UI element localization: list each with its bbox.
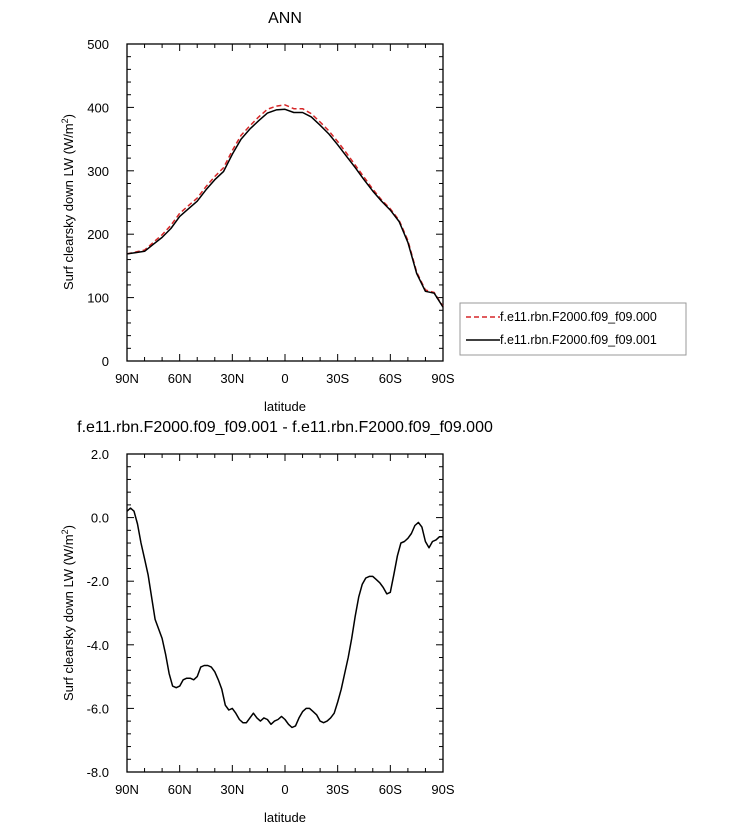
bottom-x-tick-label: 30S	[326, 782, 349, 797]
bottom-x-tick-label: 60S	[379, 782, 402, 797]
top-panel-title: ANN	[268, 10, 302, 27]
bottom-x-tick-label: 90S	[431, 782, 454, 797]
top-y-tick-label: 500	[87, 37, 109, 52]
bottom-plot-frame	[126, 453, 444, 773]
legend-box	[459, 302, 687, 356]
top-x-tick-label: 90S	[431, 371, 454, 386]
bottom-y-tick-label: -2.0	[87, 574, 109, 589]
top-y-tick-label: 0	[102, 354, 109, 369]
legend: f.e11.rbn.F2000.f09_f09.000 f.e11.rbn.F2…	[459, 302, 687, 356]
top-y-tick-label: 200	[87, 227, 109, 242]
top-x-tick-label: 30S	[326, 371, 349, 386]
top-y-tick-label: 300	[87, 164, 109, 179]
top-series-line-0	[126, 104, 444, 307]
top-panel: ANN 90N 60N 30N 0 30S 60S 90S0100200300400500 …	[60, 10, 687, 414]
top-x-tick-label: 60N	[168, 371, 192, 386]
bottom-y-tick-label: -8.0	[87, 765, 109, 780]
bottom-x-tick-label: 60N	[168, 782, 192, 797]
bottom-series-line-0	[126, 507, 443, 729]
bottom-x-tick-label: 90N	[115, 782, 139, 797]
bottom-y-tick-label: 0.0	[91, 511, 109, 526]
top-x-axis-title: latitude	[264, 399, 306, 414]
legend-label-series-1: f.e11.rbn.F2000.f09_f09.001	[500, 333, 657, 347]
bottom-y-tick-label: -4.0	[87, 638, 109, 653]
legend-label-series-0: f.e11.rbn.F2000.f09_f09.000	[500, 310, 657, 324]
top-x-tick-label: 0	[281, 371, 288, 386]
bottom-series-lines	[126, 507, 443, 729]
top-y-tick-label: 100	[87, 291, 109, 306]
top-x-tick-label: 30N	[220, 371, 244, 386]
top-axis-ticks: 90N 60N 30N 0 30S 60S 90S 0 100 200 300 400 500	[87, 37, 455, 386]
bottom-panel-title: f.e11.rbn.F2000.f09_f09.001 - f.e11.rbn.…	[77, 419, 493, 436]
top-series-line-1	[126, 108, 444, 308]
bottom-y-axis-title: Surf clearsky down LW (W/m2)	[60, 525, 76, 701]
top-x-tick-label: 60S	[379, 371, 402, 386]
bottom-y-tick-label: 2.0	[91, 447, 109, 462]
bottom-x-axis-title: latitude	[264, 810, 306, 825]
top-series-lines	[126, 104, 444, 308]
top-x-tick-label: 90N	[115, 371, 139, 386]
bottom-x-tick-label: 0	[281, 782, 288, 797]
bottom-y-tick-label: -6.0	[87, 701, 109, 716]
bottom-x-tick-label: 30N	[220, 782, 244, 797]
top-plot-frame	[126, 43, 444, 362]
top-y-axis-title: Surf clearsky down LW (W/m2)	[60, 114, 76, 290]
top-y-tick-label: 400	[87, 100, 109, 115]
bottom-axis-ticks: 90N 60N 30N 0 30S 60S 90S -8.0 -6.0 -4.0 -2.0 0.0 2.…	[87, 447, 455, 797]
bottom-panel: f.e11.rbn.F2000.f09_f09.001 - f.e11.rbn.…	[60, 419, 493, 825]
